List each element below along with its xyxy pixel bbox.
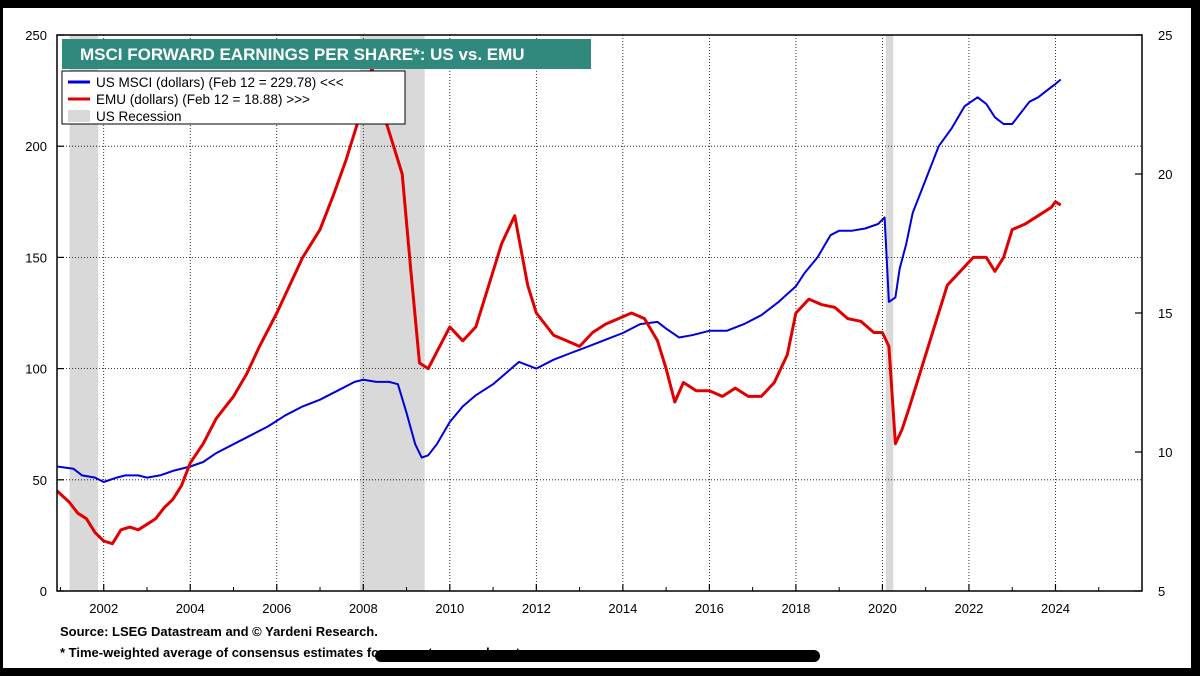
x-tick-label: 2020 (868, 601, 897, 616)
title-box (62, 39, 591, 69)
legend-label: US Recession (96, 109, 182, 124)
axes: 0 50 100 150 200 250 5 10 15 20 25 2002 2004 2006 2008… (25, 28, 1172, 616)
x-tick-label: 2018 (781, 601, 810, 616)
y-right-tick-label: 5 (1158, 584, 1165, 599)
recession-band (885, 35, 894, 591)
x-tick-label: 2014 (608, 601, 637, 616)
y-right-tick-label: 20 (1158, 167, 1172, 182)
series-lines (57, 66, 1062, 546)
x-tick-label: 2010 (435, 601, 464, 616)
legend-swatch-recession (68, 110, 90, 122)
y-left-tick-label: 50 (33, 473, 47, 488)
y-left-tick-label: 200 (25, 139, 47, 154)
x-tick-label: 2008 (349, 601, 378, 616)
grid (57, 35, 1142, 591)
footnote-source: Source: LSEG Datastream and © Yardeni Re… (60, 624, 378, 639)
chart-title: MSCI FORWARD EARNINGS PER SHARE*: US vs.… (80, 45, 525, 64)
y-right-tick-label: 25 (1158, 28, 1172, 43)
y-right-tick-label: 10 (1158, 445, 1172, 460)
legend: US MSCI (dollars) (Feb 12 = 229.78) <<< E… (68, 75, 344, 124)
x-tick-label: 2024 (1041, 601, 1070, 616)
legend-label: EMU (dollars) (Feb 12 = 18.88) >>> (96, 92, 310, 107)
y-left-tick-label: 100 (25, 362, 47, 377)
x-tick-label: 2022 (954, 601, 983, 616)
x-tick-label: 2002 (89, 601, 118, 616)
y-left-tick-label: 250 (25, 28, 47, 43)
redaction-bar (375, 650, 820, 662)
legend-box (61, 70, 406, 125)
us-msci-series-line (57, 78, 1062, 483)
recession-band (69, 35, 99, 591)
y-left-tick-label: 150 (25, 250, 47, 265)
y-right-tick-label: 15 (1158, 306, 1172, 321)
emu-series-line (57, 66, 1062, 546)
legend-label: US MSCI (dollars) (Feb 12 = 229.78) <<< (96, 75, 344, 90)
x-tick-label: 2012 (522, 601, 551, 616)
x-tick-label: 2006 (262, 601, 291, 616)
x-tick-label: 2004 (176, 601, 205, 616)
x-tick-label: 2016 (695, 601, 724, 616)
y-left-tick-label: 0 (40, 584, 47, 599)
